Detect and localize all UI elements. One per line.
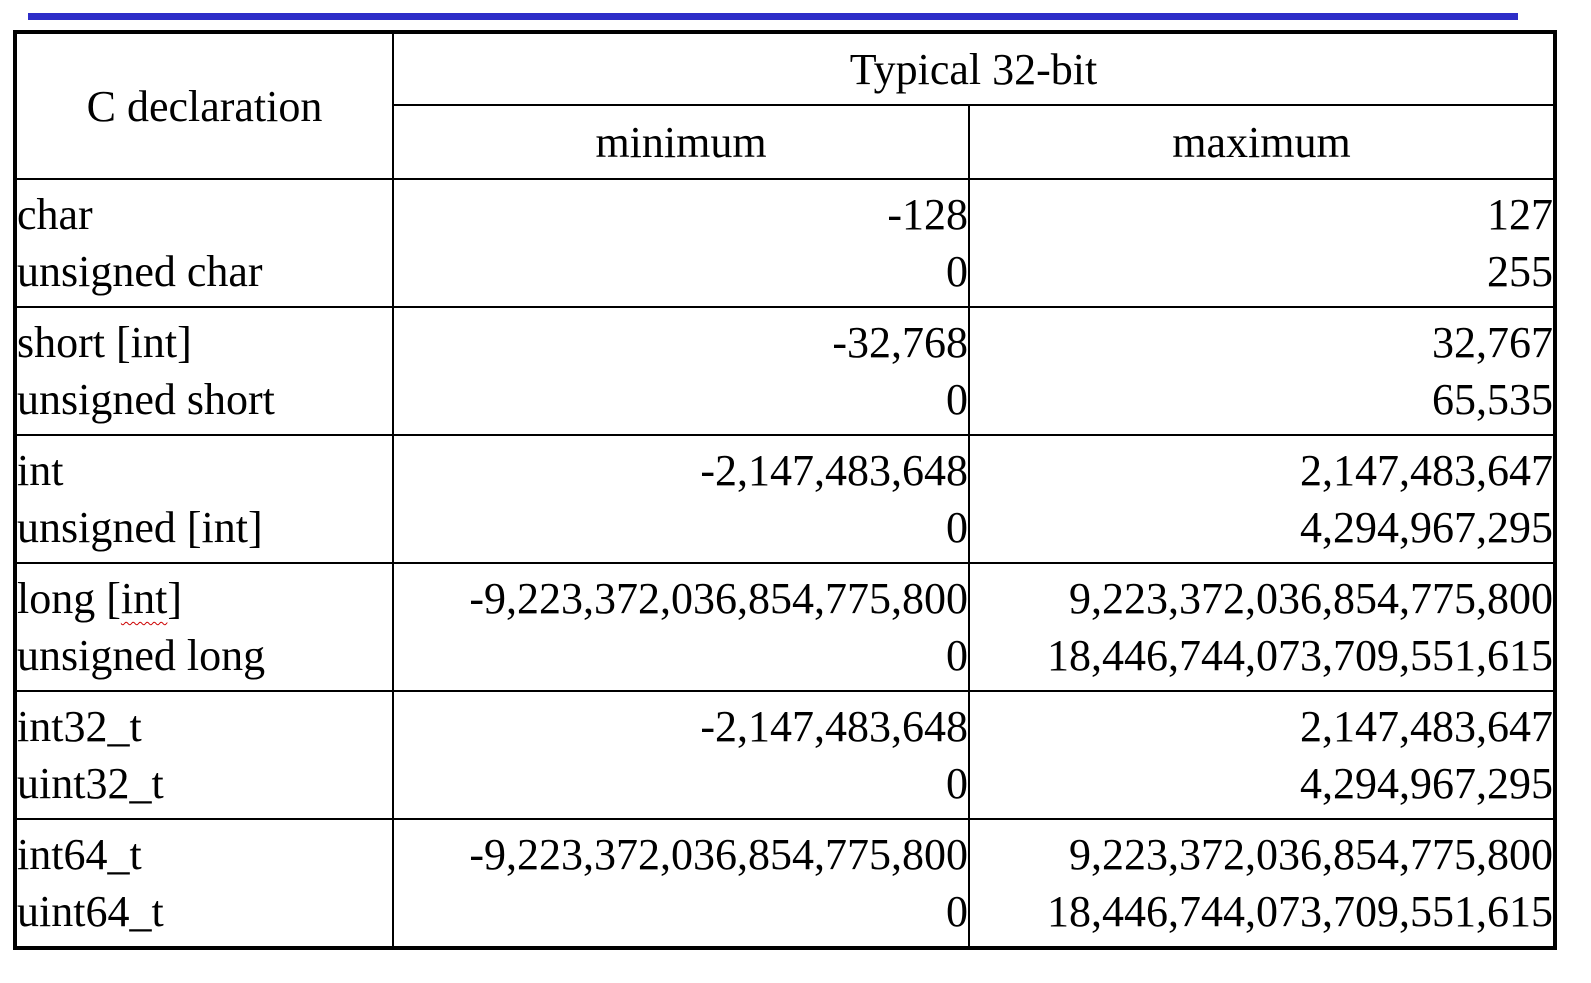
table-row: int32_t uint32_t -2,147,483,648 0 2,147,… [14,690,1557,820]
maximum-cell: 9,223,372,036,854,775,800 18,446,744,073… [967,562,1557,692]
minimum-cell: -32,768 0 [392,306,970,436]
minimum-signed: -2,147,483,648 [700,702,968,751]
maximum-signed: 32,767 [1432,318,1554,367]
declaration-signed: char [17,190,93,239]
c-declaration-header: C declaration [14,31,394,180]
maximum-unsigned: 255 [1487,247,1554,296]
maximum-unsigned: 4,294,967,295 [1300,503,1554,552]
declaration-unsigned: unsigned long [17,631,266,680]
declaration-cell: int unsigned [int] [14,434,394,564]
minimum-header: minimum [392,104,970,180]
maximum-signed: 9,223,372,036,854,775,800 [1069,830,1554,879]
maximum-header: maximum [967,104,1557,180]
declaration-signed: int64_t [17,830,142,879]
declaration-signed: short [int] [17,318,192,367]
maximum-unsigned: 4,294,967,295 [1300,759,1554,808]
minimum-unsigned: 0 [946,503,968,552]
minimum-cell: -9,223,372,036,854,775,800 0 [392,818,970,949]
declaration-cell: long [int] unsigned long [14,562,394,692]
declaration-cell: int64_t uint64_t [14,818,394,949]
declaration-signed: long [int] [17,574,182,623]
declaration-cell: char unsigned char [14,178,394,308]
maximum-unsigned: 65,535 [1432,375,1554,424]
minimum-cell: -2,147,483,648 0 [392,690,970,820]
maximum-cell: 9,223,372,036,854,775,800 18,446,744,073… [967,818,1557,949]
table-row: int unsigned [int] -2,147,483,648 0 2,14… [14,434,1557,564]
declaration-cell: short [int] unsigned short [14,306,394,436]
minimum-signed: -9,223,372,036,854,775,800 [469,574,968,623]
top-rule-line [28,13,1518,20]
minimum-signed: -128 [887,190,968,239]
declaration-signed: int32_t [17,702,142,751]
maximum-cell: 32,767 65,535 [967,306,1557,436]
minimum-unsigned: 0 [946,375,968,424]
minimum-unsigned: 0 [946,887,968,936]
table-row: char unsigned char -128 0 127 255 [14,178,1557,308]
maximum-signed: 2,147,483,647 [1300,702,1554,751]
minimum-cell: -2,147,483,648 0 [392,434,970,564]
minimum-cell: -128 0 [392,178,970,308]
declaration-unsigned: uint32_t [17,759,164,808]
minimum-cell: -9,223,372,036,854,775,800 0 [392,562,970,692]
table-row: int64_t uint64_t -9,223,372,036,854,775,… [14,818,1557,949]
typical-32bit-header: Typical 32-bit [391,31,1557,106]
declaration-unsigned: unsigned char [17,247,263,296]
declaration-signed: int [17,446,64,495]
minimum-unsigned: 0 [946,247,968,296]
table-row: short [int] unsigned short -32,768 0 32,… [14,306,1557,436]
declaration-unsigned: unsigned [int] [17,503,263,552]
maximum-unsigned: 18,446,744,073,709,551,615 [1047,887,1554,936]
spellcheck-underline: int [120,574,168,623]
minimum-unsigned: 0 [946,631,968,680]
minimum-unsigned: 0 [946,759,968,808]
maximum-signed: 2,147,483,647 [1300,446,1554,495]
minimum-signed: -32,768 [832,318,968,367]
minimum-signed: -9,223,372,036,854,775,800 [469,830,968,879]
declaration-unsigned: uint64_t [17,887,164,936]
minimum-signed: -2,147,483,648 [700,446,968,495]
maximum-signed: 127 [1487,190,1554,239]
maximum-cell: 2,147,483,647 4,294,967,295 [967,690,1557,820]
maximum-unsigned: 18,446,744,073,709,551,615 [1047,631,1554,680]
maximum-cell: 2,147,483,647 4,294,967,295 [967,434,1557,564]
declaration-unsigned: unsigned short [17,375,275,424]
integer-ranges-table: C declaration Typical 32-bit minimum max… [13,30,1558,950]
maximum-signed: 9,223,372,036,854,775,800 [1069,574,1554,623]
maximum-cell: 127 255 [967,178,1557,308]
declaration-cell: int32_t uint32_t [14,690,394,820]
table-row: long [int] unsigned long -9,223,372,036,… [14,562,1557,692]
